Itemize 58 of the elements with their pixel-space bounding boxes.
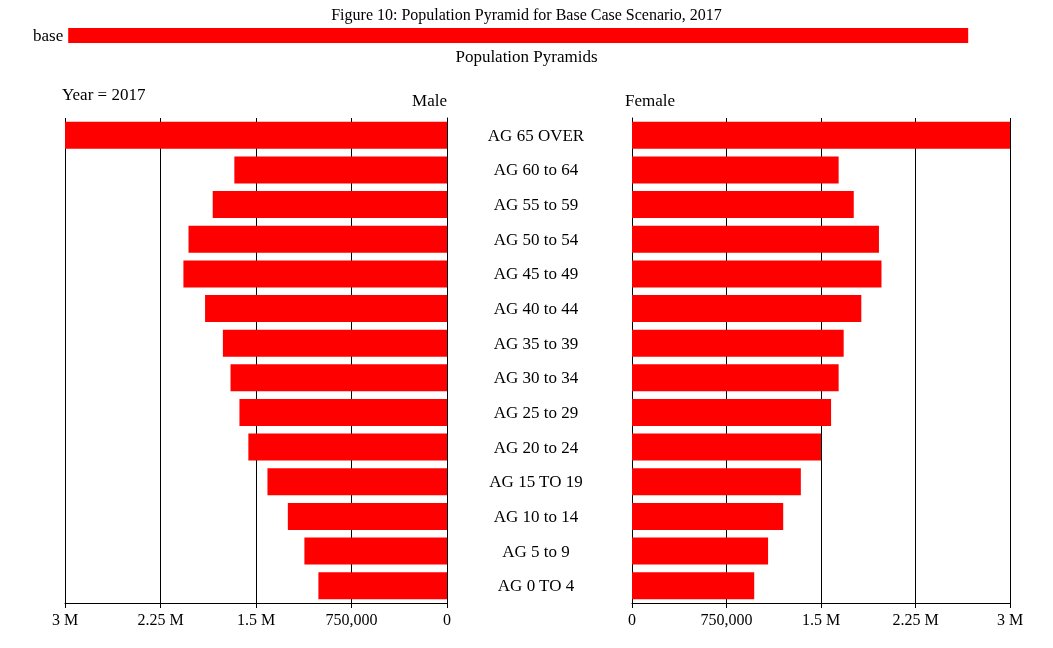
x-tick-label: 1.5 M bbox=[801, 610, 841, 628]
bar bbox=[632, 295, 862, 323]
y-tick-label: AG 15 TO 19 bbox=[489, 472, 583, 492]
bar bbox=[632, 433, 821, 461]
y-tick-label: AG 65 OVER bbox=[487, 125, 585, 145]
bar bbox=[212, 191, 447, 219]
bar bbox=[234, 156, 447, 184]
bar bbox=[632, 260, 882, 288]
text: Figure 10: Population Pyramid for Base Case Scenario, 2017 bbox=[331, 5, 722, 24]
x-tick-label: 3 M bbox=[51, 610, 79, 628]
x-tick-label: 750,000 bbox=[325, 610, 378, 628]
y-tick-label: AG 0 TO 4 bbox=[497, 576, 575, 596]
bar bbox=[318, 572, 447, 600]
bar bbox=[632, 502, 784, 530]
y-tick-label: AG 40 to 44 bbox=[493, 299, 579, 319]
bar bbox=[632, 572, 755, 600]
bar bbox=[239, 398, 447, 426]
x-axis-title: Female bbox=[625, 91, 676, 110]
y-tick-label: AG 5 to 9 bbox=[502, 541, 570, 561]
bar bbox=[287, 502, 447, 530]
y-tick-label: AG 55 to 59 bbox=[493, 195, 579, 215]
bar bbox=[632, 225, 879, 253]
text: Population Pyramids bbox=[455, 47, 598, 66]
y-tick-label: AG 60 to 64 bbox=[493, 160, 579, 180]
bar bbox=[304, 537, 447, 565]
y-tick-label: AG 20 to 24 bbox=[493, 437, 579, 457]
bar bbox=[267, 468, 447, 496]
text: Year = 2017 bbox=[62, 85, 146, 104]
bar bbox=[65, 121, 447, 149]
bar bbox=[188, 225, 447, 253]
y-tick-label: AG 25 to 29 bbox=[493, 402, 579, 422]
x-tick-label: 0 bbox=[443, 610, 451, 628]
bar bbox=[632, 329, 844, 357]
x-tick-label: 2.25 M bbox=[137, 610, 184, 628]
x-tick-label: 3 M bbox=[996, 610, 1024, 628]
bar bbox=[632, 364, 839, 392]
y-tick-label: AG 45 to 49 bbox=[493, 264, 579, 284]
bar bbox=[222, 329, 447, 357]
x-tick-label: 1.5 M bbox=[236, 610, 276, 628]
x-tick-label: 0 bbox=[628, 610, 636, 628]
bar bbox=[632, 537, 769, 565]
bar bbox=[632, 156, 839, 184]
bar bbox=[183, 260, 447, 288]
y-tick-label: AG 50 to 54 bbox=[493, 229, 579, 249]
x-tick-label: 2.25 M bbox=[892, 610, 939, 628]
bar bbox=[205, 295, 447, 323]
bar bbox=[248, 433, 447, 461]
bar bbox=[632, 121, 1010, 149]
bar bbox=[230, 364, 447, 392]
bar bbox=[632, 191, 854, 219]
y-tick-label: AG 30 to 34 bbox=[493, 368, 579, 388]
text: base bbox=[32, 26, 64, 45]
y-tick-label: AG 35 to 39 bbox=[493, 333, 579, 353]
bar bbox=[632, 468, 801, 496]
y-tick-label: AG 10 to 14 bbox=[493, 506, 579, 526]
bar bbox=[632, 398, 832, 426]
x-tick-label: 750,000 bbox=[700, 610, 753, 628]
x-axis-title: Male bbox=[412, 91, 448, 110]
